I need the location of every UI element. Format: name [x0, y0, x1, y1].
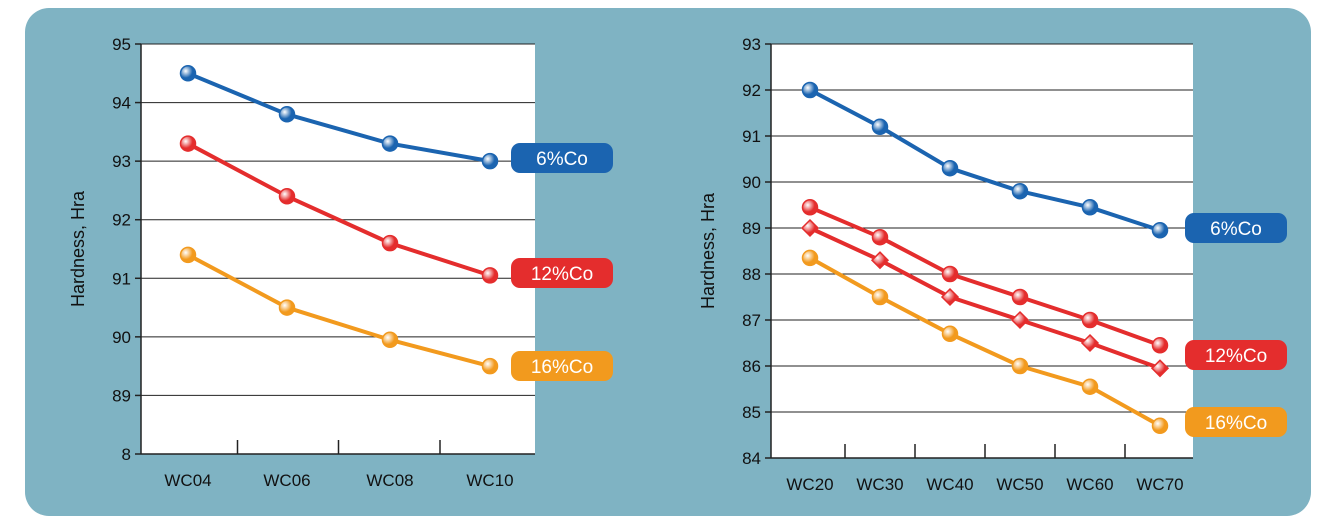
data-point	[179, 65, 197, 82]
data-point	[871, 118, 889, 136]
data-point	[278, 299, 296, 316]
x-tick-label: WC08	[366, 471, 413, 490]
data-point	[941, 325, 959, 343]
data-point	[1081, 378, 1099, 395]
data-point	[481, 152, 499, 170]
x-tick-label: WC06	[263, 471, 310, 490]
series-line	[809, 88, 1161, 233]
y-tick-label: 88	[742, 265, 761, 284]
data-point	[1151, 337, 1169, 354]
y-tick-label: 89	[112, 386, 131, 405]
data-point	[381, 234, 399, 252]
y-tick-label: 86	[742, 357, 761, 376]
data-point	[1151, 417, 1169, 435]
y-tick-label: 91	[742, 127, 761, 146]
y-tick-label: 95	[112, 35, 131, 54]
y-tick-label: 89	[742, 219, 761, 238]
series-line	[809, 256, 1161, 428]
y-axis-title: Hardness, Hra	[68, 190, 88, 307]
y-tick-label: 92	[742, 81, 761, 100]
data-point	[1011, 357, 1029, 375]
y-tick-label: 87	[742, 311, 761, 330]
series-label-badge	[511, 143, 613, 173]
x-tick-label: WC30	[856, 475, 903, 494]
series-label-badge	[1185, 213, 1287, 243]
series-label: 16%Co	[1205, 413, 1267, 434]
data-point	[941, 159, 959, 177]
data-point	[278, 188, 296, 205]
series-line	[187, 71, 491, 164]
data-point	[800, 218, 820, 238]
data-point	[1151, 222, 1169, 239]
series-line	[187, 253, 491, 369]
x-tick-label: WC04	[164, 471, 211, 490]
x-tick-label: WC10	[466, 471, 513, 490]
data-point	[870, 251, 890, 270]
x-tick-label: WC50	[996, 475, 1043, 494]
data-point	[1080, 333, 1100, 353]
data-point	[1011, 182, 1029, 200]
y-tick-label: 93	[112, 152, 131, 171]
series-label: 12%Co	[1205, 346, 1267, 367]
data-point	[481, 267, 499, 284]
series-line	[809, 205, 1161, 348]
series-label: 6%Co	[536, 149, 588, 170]
plot-area	[141, 44, 535, 454]
y-tick-label: 90	[742, 173, 761, 192]
series-label-badge	[1185, 340, 1287, 370]
series-label-badge	[1185, 407, 1287, 437]
series-label: 6%Co	[1210, 219, 1262, 240]
chart-1: 8 89 90 91 92 93 94 95 WC04 WC06 WC08 WC10 Hardness,…	[68, 35, 613, 490]
data-point	[179, 135, 197, 152]
data-point	[1010, 310, 1030, 330]
y-tick-label: 91	[112, 269, 131, 288]
series-line	[187, 141, 491, 278]
series-line	[809, 226, 1161, 371]
y-tick-label: 93	[742, 35, 761, 54]
data-point	[381, 135, 399, 152]
data-point	[381, 331, 399, 349]
data-point	[278, 106, 296, 123]
x-tick-label: WC60	[1066, 475, 1113, 494]
plot-area	[771, 44, 1193, 458]
data-point	[801, 81, 819, 99]
y-tick-label: 85	[742, 403, 761, 422]
data-point	[1150, 359, 1170, 378]
series-label: 16%Co	[531, 357, 593, 378]
data-point	[1011, 288, 1029, 306]
y-tick-label: 92	[112, 211, 131, 230]
data-point	[801, 199, 819, 216]
y-tick-label: 84	[742, 449, 761, 468]
data-point	[871, 288, 889, 306]
series-label-badge	[511, 351, 613, 381]
data-point	[940, 287, 960, 307]
x-tick-label: WC20	[786, 475, 833, 494]
data-point	[179, 246, 197, 264]
y-axis-title: Hardness, Hra	[698, 192, 718, 309]
y-tick-label: 90	[112, 328, 131, 347]
data-point	[941, 265, 959, 283]
data-point	[801, 249, 819, 267]
data-point	[1081, 311, 1099, 329]
data-point	[1081, 199, 1099, 216]
x-tick-label: WC70	[1136, 475, 1183, 494]
series-label-badge	[511, 258, 613, 288]
x-tick-label: WC40	[926, 475, 973, 494]
y-tick-label: 8	[122, 445, 131, 464]
chart-2: 84 85 86 87 88 89 90 91 92 93 WC20 WC30 WC40 WC50 WC60…	[698, 35, 1287, 494]
data-point	[481, 357, 499, 375]
data-point	[871, 228, 889, 246]
series-label: 12%Co	[531, 264, 593, 285]
y-tick-label: 94	[112, 94, 131, 113]
